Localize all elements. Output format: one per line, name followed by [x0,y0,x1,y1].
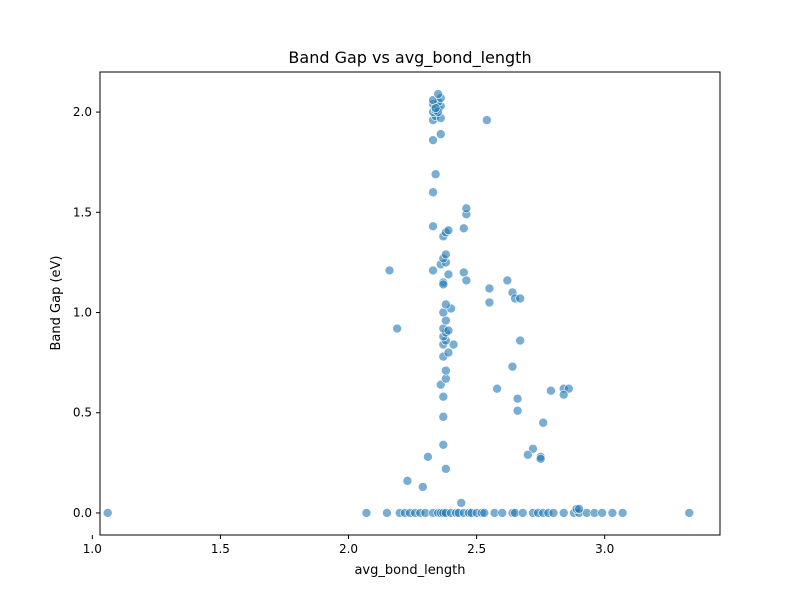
y-tick-label: 0.5 [73,406,92,420]
axes-layer: 1.0 1.5 2.0 2.5 3.0 0.0 0.5 1.0 1.5 2.0 [73,71,721,556]
data-point [428,135,438,145]
data-point [441,464,451,474]
data-point [546,385,556,396]
data-point [548,508,559,518]
x-tick-label: 2.0 [339,542,358,556]
data-point [441,315,451,326]
data-point [523,450,533,460]
data-point [382,508,392,518]
data-point [428,187,438,198]
data-point [402,476,413,486]
data-point [443,269,454,280]
data-point [392,323,402,334]
data-point [428,265,438,276]
data-point [441,365,451,376]
data-point [497,508,508,518]
data-point [428,221,438,232]
y-tick-label: 2.0 [73,105,92,119]
x-tick-label: 2.5 [467,542,486,556]
data-point [456,498,467,508]
data-point [517,508,528,518]
data-point [458,223,469,234]
data-point [384,265,395,276]
data-point [461,203,472,214]
data-point [438,279,449,290]
data-point [461,275,472,286]
x-axis-label: avg_bond_length [354,563,465,578]
x-tick-label: 1.5 [211,542,230,556]
data-point [441,299,451,310]
data-point [102,508,113,518]
data-point [438,411,449,422]
y-tick-label: 1.5 [73,205,92,219]
data-point [574,504,584,514]
data-point [361,508,372,518]
data-point [535,454,546,464]
data-point [558,508,569,518]
data-point [607,508,618,518]
data-point [597,508,607,518]
data-point [443,225,454,236]
data-point [617,508,628,518]
data-point [512,405,523,416]
data-point [515,293,525,304]
data-point [515,335,525,346]
x-tick-label: 1.0 [83,542,102,556]
data-point [482,115,492,125]
data-point [484,283,495,294]
data-point [438,391,449,402]
data-point [448,339,459,350]
data-point [435,129,446,139]
x-tick-label: 3.0 [595,542,614,556]
data-point [433,89,443,99]
chart-title: Band Gap vs avg_bond_length [288,48,531,68]
data-point [438,440,449,450]
data-point [430,169,441,180]
y-axis-label: Band Gap (eV) [49,256,64,351]
data-point [441,373,451,384]
plot-frame [99,71,721,536]
data-point [479,508,490,518]
data-point [502,275,513,286]
data-point [512,393,523,404]
data-point [430,103,441,113]
data-point [458,267,469,278]
y-tick-label: 0.0 [73,506,92,520]
data-point [558,389,569,400]
y-tick-label: 1.0 [73,306,92,320]
data-point [684,508,695,518]
data-point [484,297,495,308]
data-point [423,452,433,462]
points-layer [102,89,695,518]
data-point [418,482,428,492]
data-point [443,347,454,358]
data-point [441,249,451,260]
data-point [538,417,549,428]
data-point [507,361,518,372]
data-point [492,383,502,394]
data-point [443,325,454,336]
